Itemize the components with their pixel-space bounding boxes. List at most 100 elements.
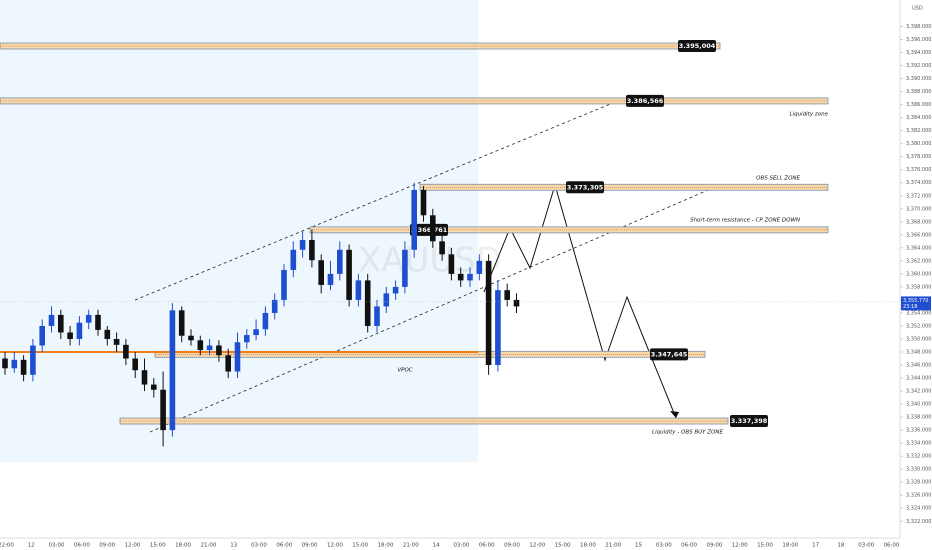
x-tick-label: 06:00: [74, 543, 90, 549]
y-tick-label: 3,336.000: [906, 428, 931, 434]
candle-body: [299, 240, 306, 250]
x-tick-label: 21:00: [403, 543, 419, 549]
y-tick-label: 3,392.000: [906, 63, 931, 69]
candle-body: [430, 215, 436, 242]
candle-body: [337, 249, 343, 274]
y-tick-label: 3,376.000: [906, 167, 931, 173]
x-tick-label: 21:00: [605, 543, 621, 549]
x-tick-label: 06:00: [681, 543, 697, 549]
y-tick-label: 3,358.000: [906, 284, 931, 290]
candle-body: [11, 359, 18, 369]
zone-note: Short-term resistance - CP ZONE DOWN: [690, 218, 800, 224]
last-price-box: [901, 296, 931, 311]
y-tick-label: 3,348.000: [906, 350, 931, 356]
zone-label-box: [626, 94, 664, 107]
y-tick-label: 3,364.000: [906, 245, 931, 251]
x-tick-label: 18:00: [782, 543, 798, 549]
currency: USD: [912, 6, 923, 12]
x-tick-label: 12:00: [732, 543, 748, 549]
y-tick-label: 3,352.000: [906, 323, 931, 329]
x-tick-label: 03:00: [858, 543, 874, 549]
candle-body: [244, 335, 250, 343]
candle-body: [346, 249, 352, 300]
y-tick-label: 3,386.000: [906, 102, 931, 108]
candle-body: [439, 241, 445, 255]
candle-body: [411, 189, 417, 250]
zone-label: 3.373,305: [567, 183, 604, 191]
channel: [134, 99, 716, 433]
x-tick-label: 06:00: [884, 543, 900, 549]
candle-body: [95, 314, 101, 330]
zone-label-box: [730, 415, 768, 428]
candle-body: [355, 280, 362, 300]
candle-body: [485, 260, 492, 366]
y-tick-label: 3,354.000: [906, 310, 931, 316]
candle-body: [160, 389, 166, 431]
last-price-time: 23:18: [903, 304, 917, 310]
zone-label: 3.337,398: [731, 417, 768, 425]
zone-label: 3.347,645: [651, 350, 688, 358]
x-tick-label: 09:00: [99, 543, 115, 549]
candle-body: [374, 306, 380, 326]
zone-label: 3.386,566: [627, 97, 664, 105]
zone-label-box: [678, 40, 716, 53]
y-tick-label: 3,324.000: [906, 506, 931, 512]
candle-body: [188, 335, 194, 341]
channel-bottom: [149, 186, 716, 433]
candle-body: [513, 299, 520, 307]
candle-body: [364, 280, 371, 326]
candle-body: [327, 273, 334, 285]
y-tick-label: 3,394.000: [906, 50, 931, 56]
y-tick-label: 3,322.000: [906, 519, 931, 525]
x-tick-label: 09:00: [706, 543, 722, 549]
candle-body: [132, 358, 138, 371]
candle-body: [67, 332, 73, 339]
candle-body: [467, 273, 473, 281]
y-tick-label: 3,374.000: [906, 180, 931, 186]
y-tick-label: 3,382.000: [906, 128, 931, 134]
candle-body: [76, 322, 83, 339]
candle-body: [448, 254, 455, 274]
x-tick-label: 15:00: [555, 543, 571, 549]
y-tick-label: 3,378.000: [906, 154, 931, 160]
x-tick-label: 13: [230, 543, 237, 549]
projection-arrow: [670, 411, 679, 418]
candle-body: [290, 249, 297, 270]
candle-body: [309, 240, 315, 261]
x-tick-label: 03:00: [251, 543, 267, 549]
candle-body: [318, 260, 324, 285]
x-tick-label: 06:00: [276, 543, 292, 549]
candle-body: [104, 329, 111, 339]
candle-body: [141, 370, 148, 385]
x-tick-label: 15:00: [150, 543, 166, 549]
candle-body: [2, 358, 8, 369]
x-tick-label: 06:00: [479, 543, 495, 549]
zone-label: 3.366,761: [411, 226, 448, 234]
y-tick-label: 3,396.000: [906, 37, 931, 43]
vpoc-label: VPOC: [397, 368, 412, 374]
candle-body: [402, 249, 408, 287]
candle-body: [262, 312, 269, 330]
watermark: XAUUSD: [358, 241, 502, 281]
candle-body: [169, 310, 176, 431]
candle-body: [178, 310, 185, 336]
y-tick-label: 3,362.000: [906, 258, 931, 264]
candle-body: [48, 314, 55, 326]
zone-note: OBS SELL ZONE: [756, 176, 800, 182]
zone-label-box: [650, 348, 688, 361]
last-price-label: 3,355.770: [903, 298, 928, 304]
y-tick-label: 3,334.000: [906, 441, 931, 447]
x-tick-label: 12: [28, 543, 35, 549]
x-tick-label: 21:00: [200, 543, 216, 549]
y-tick-label: 3,332.000: [906, 454, 931, 460]
candle-body: [253, 329, 259, 336]
y-tick-label: 3,338.000: [906, 415, 931, 421]
candle-body: [234, 342, 241, 372]
y-tick-label: 3,342.000: [906, 389, 931, 395]
candle-body: [39, 325, 45, 346]
candle-body: [206, 345, 213, 351]
x-tick-label: 12:00: [125, 543, 141, 549]
y-tick-label: 3,344.000: [906, 376, 931, 382]
x-tick-label: 18: [837, 543, 844, 549]
